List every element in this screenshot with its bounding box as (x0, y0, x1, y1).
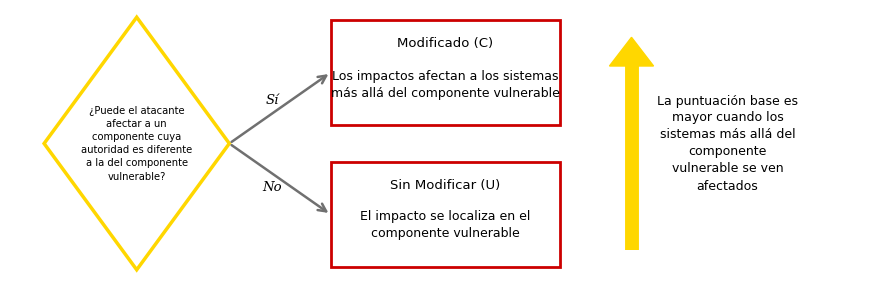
Text: Modificado (C): Modificado (C) (398, 37, 493, 50)
Text: Los impactos afectan a los sistemas
más allá del componente vulnerable: Los impactos afectan a los sistemas más … (331, 70, 560, 100)
Polygon shape (609, 37, 654, 66)
Text: Sin Modificar (U): Sin Modificar (U) (391, 179, 501, 192)
Text: El impacto se localiza en el
componente vulnerable: El impacto se localiza en el componente … (360, 210, 531, 240)
FancyBboxPatch shape (331, 20, 560, 125)
Text: ¿Puede el atacante
afectar a un
componente cuya
autoridad es diferente
a la del : ¿Puede el atacante afectar a un componen… (81, 106, 192, 181)
Text: La puntuación base es
mayor cuando los
sistemas más allá del
componente
vulnerab: La puntuación base es mayor cuando los s… (657, 94, 798, 193)
Text: Sí: Sí (265, 94, 279, 107)
Text: No: No (263, 181, 282, 194)
FancyBboxPatch shape (331, 162, 560, 267)
